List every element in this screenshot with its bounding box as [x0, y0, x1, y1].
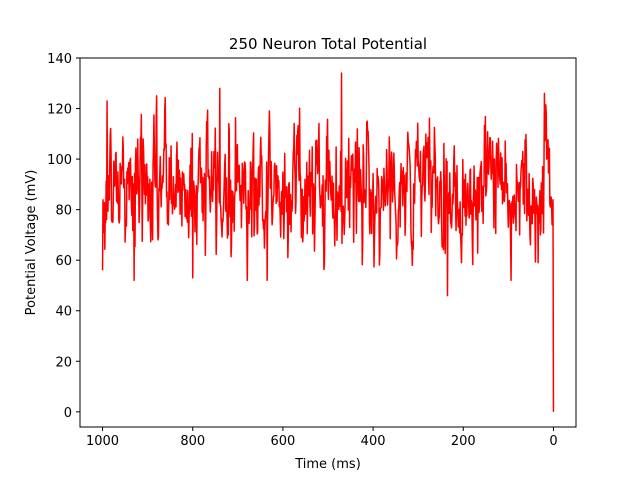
x-tick-label: 600	[270, 434, 295, 449]
x-tick-label: 1000	[86, 434, 119, 449]
plot-area	[101, 72, 555, 412]
x-tick-label: 200	[451, 434, 476, 449]
y-tick-label: 60	[55, 254, 72, 269]
y-tick-label: 80	[55, 204, 72, 219]
x-axis-label: Time (ms)	[294, 457, 361, 472]
y-tick-label: 0	[64, 406, 72, 421]
series-line	[101, 72, 555, 412]
x-tick-label: 0	[549, 434, 557, 449]
axes-frame	[79, 57, 577, 428]
y-tick-label: 40	[55, 305, 72, 320]
y-tick-label: 140	[47, 52, 72, 67]
x-tick-label: 400	[361, 434, 386, 449]
y-axis: 0 20 40 60 80 100 120 140	[47, 52, 80, 421]
y-tick-label: 120	[47, 103, 72, 118]
y-axis-label: Potential Voltage (mV)	[24, 170, 39, 316]
x-tick-label: 800	[180, 434, 205, 449]
x-axis: 1000 800 600 400 200 0	[86, 427, 558, 449]
y-tick-label: 20	[55, 355, 72, 370]
chart-title: 250 Neuron Total Potential	[229, 35, 427, 53]
y-tick-label: 100	[47, 153, 72, 168]
